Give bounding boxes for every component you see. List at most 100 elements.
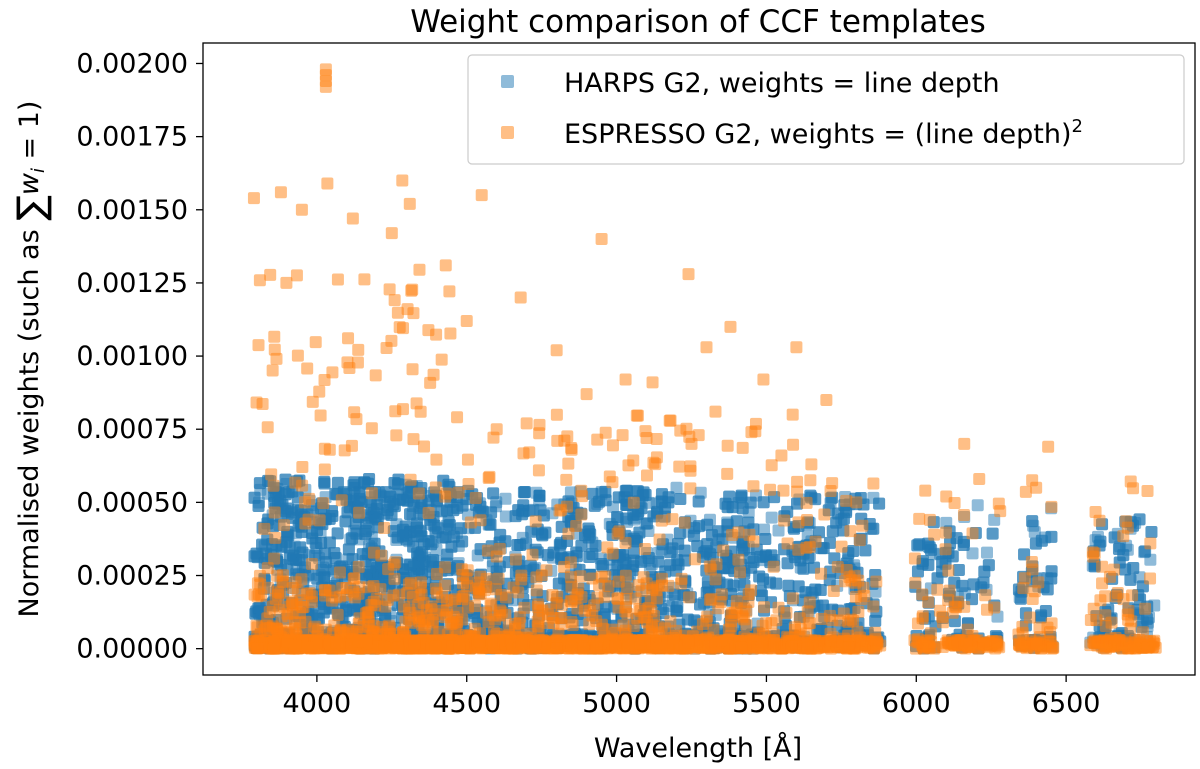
harps-point [253, 477, 266, 490]
harps-point [931, 572, 944, 585]
espresso-point [388, 294, 401, 307]
harps-point [735, 491, 748, 504]
harps-point [977, 576, 990, 589]
harps-point [620, 512, 633, 525]
harps-point [678, 554, 691, 567]
harps-point [348, 476, 361, 489]
harps-point [407, 540, 420, 553]
harps-point [499, 510, 512, 523]
harps-point [282, 529, 295, 542]
harps-point [595, 557, 608, 570]
espresso-point [269, 531, 282, 544]
harps-point [700, 545, 713, 558]
harps-point [950, 532, 963, 545]
espresso-point [653, 533, 666, 546]
harps-point [533, 489, 546, 502]
harps-point [595, 487, 608, 500]
harps-point [323, 512, 336, 525]
harps-point [341, 506, 354, 519]
harps-point [737, 542, 750, 555]
espresso-point [278, 519, 291, 532]
espresso-point [1122, 604, 1135, 617]
harps-point [534, 504, 547, 517]
espresso-point [560, 473, 573, 486]
harps-point [414, 524, 427, 537]
espresso-point [815, 567, 828, 580]
harps-point [727, 579, 740, 592]
harps-point [617, 553, 630, 566]
espresso-point [923, 513, 936, 526]
harps-point [652, 555, 665, 568]
harps-point [425, 538, 438, 551]
harps-point [986, 527, 999, 540]
espresso-point [835, 540, 848, 553]
espresso-point [404, 473, 417, 486]
espresso-point [1045, 500, 1058, 513]
espresso-point [943, 584, 956, 597]
espresso-point [530, 584, 543, 597]
harps-point [911, 565, 924, 578]
espresso-point [562, 457, 575, 470]
harps-point [328, 547, 341, 560]
espresso-point [474, 514, 487, 527]
harps-point [1145, 525, 1158, 538]
harps-point [809, 583, 822, 596]
harps-point [311, 572, 324, 585]
harps-point [966, 547, 979, 560]
harps-point [722, 562, 735, 575]
harps-point [583, 551, 596, 564]
harps-point [555, 551, 568, 564]
harps-point [913, 538, 926, 551]
espresso-point [638, 542, 651, 555]
harps-point [442, 515, 455, 528]
espresso-point [791, 475, 804, 488]
harps-point [456, 535, 469, 548]
espresso-point [526, 548, 539, 561]
harps-point [701, 518, 714, 531]
espresso-point [674, 424, 687, 437]
espresso-point [270, 352, 283, 365]
espresso-point [413, 263, 426, 276]
harps-point [922, 540, 935, 553]
espresso-point [818, 508, 831, 521]
espresso-point [391, 306, 404, 319]
harps-point [765, 511, 778, 524]
harps-point [635, 555, 648, 568]
harps-point [484, 518, 497, 531]
harps-point [570, 546, 583, 559]
espresso-point [786, 408, 799, 421]
harps-point [1027, 519, 1040, 532]
espresso-point [309, 336, 322, 349]
harps-point [392, 473, 405, 486]
harps-point [415, 496, 428, 509]
espresso-point [1017, 582, 1030, 595]
espresso-point [1124, 622, 1137, 635]
espresso-point [1019, 485, 1032, 498]
harps-point [847, 544, 860, 557]
espresso-point [456, 590, 469, 603]
espresso-point [979, 589, 992, 602]
harps-point [754, 584, 767, 597]
espresso-point [684, 482, 697, 495]
harps-point [687, 529, 700, 542]
harps-point [1029, 537, 1042, 550]
harps-point [1034, 611, 1047, 624]
harps-point [712, 525, 725, 538]
harps-point [1039, 531, 1052, 544]
harps-point [445, 540, 458, 553]
espresso-point [264, 268, 277, 281]
harps-point [518, 486, 531, 499]
harps-point [694, 598, 707, 611]
espresso-point [550, 408, 563, 421]
espresso-point [781, 537, 794, 550]
harps-point [673, 527, 686, 540]
harps-point [823, 536, 836, 549]
espresso-point [424, 376, 437, 389]
harps-point [757, 523, 770, 536]
espresso-point [352, 560, 365, 573]
harps-point [692, 495, 705, 508]
harps-point [584, 528, 597, 541]
espresso-point [338, 444, 351, 457]
